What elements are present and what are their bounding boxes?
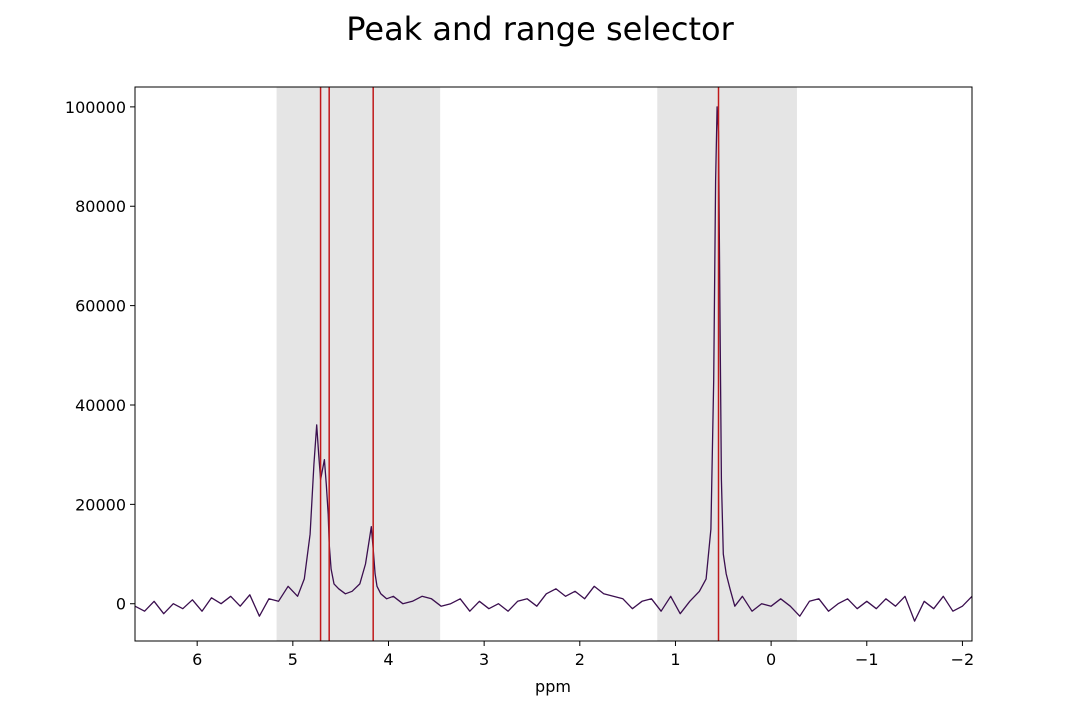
y-tick-label: 100000 [65,98,126,117]
x-tick-label: 6 [192,650,202,669]
y-tick-label: 0 [116,595,126,614]
chart-title: Peak and range selector [346,10,734,48]
x-tick-label: −2 [951,650,975,669]
x-tick-label: 0 [766,650,776,669]
x-tick-label: 4 [383,650,393,669]
selected-range-1[interactable] [276,87,441,641]
y-tick-label: 60000 [75,297,126,316]
x-tick-label: −1 [855,650,879,669]
x-axis-label: ppm [535,677,571,696]
y-tick-label: 40000 [75,396,126,415]
selected-range-2[interactable] [657,87,797,641]
y-tick-label: 80000 [75,197,126,216]
axis-ticks: 6 5 4 3 2 1 0 −1 −2 0 20000 40000 60000 80000 100000 [65,98,974,669]
plot-area [135,87,972,641]
spectrum-line [135,106,972,622]
x-tick-label: 2 [575,650,585,669]
x-tick-label: 1 [670,650,680,669]
x-tick-label: 3 [479,650,489,669]
y-tick-label: 20000 [75,495,126,514]
axes-frame [134,86,973,642]
x-tick-label: 5 [288,650,298,669]
